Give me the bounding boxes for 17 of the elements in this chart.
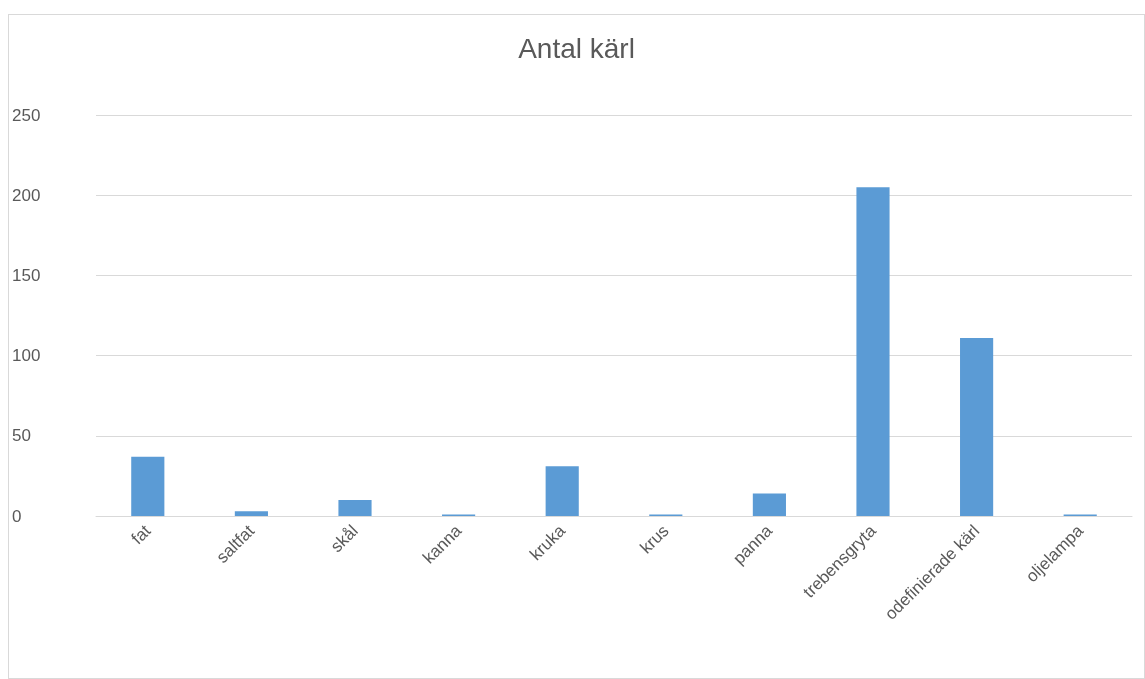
y-tick-label: 200 (12, 185, 41, 205)
y-tick-label: 100 (12, 346, 41, 366)
bar (960, 337, 994, 516)
bar (338, 499, 372, 516)
y-tick-label: 50 (12, 426, 31, 446)
y-tick-label: 150 (12, 265, 41, 285)
y-tick-label: 250 (12, 105, 41, 125)
x-tick-label: skål (326, 521, 362, 557)
chart-title: Antal kärl (518, 32, 635, 64)
bar (234, 511, 268, 516)
x-tick-label: fat (127, 521, 155, 549)
bar (856, 187, 890, 516)
y-tick-label: 0 (12, 506, 22, 526)
bar (752, 493, 786, 516)
x-tick-label: krus (636, 521, 673, 558)
bar (131, 456, 165, 516)
bar (545, 466, 579, 516)
